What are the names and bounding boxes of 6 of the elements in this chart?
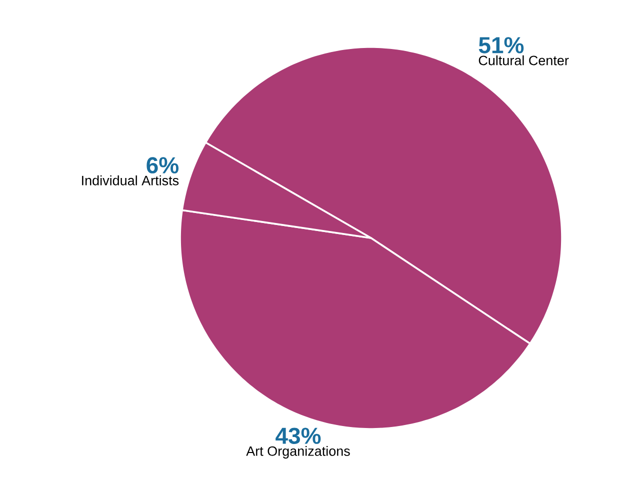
slice-label: Art Organizations bbox=[246, 446, 350, 459]
data-label: 51% bbox=[478, 37, 524, 54]
data-label: 6% bbox=[146, 157, 178, 174]
data-label: 43% bbox=[276, 428, 321, 444]
slice-label: Individual Artists bbox=[82, 175, 179, 186]
slice-label: Cultural Center bbox=[478, 55, 569, 66]
